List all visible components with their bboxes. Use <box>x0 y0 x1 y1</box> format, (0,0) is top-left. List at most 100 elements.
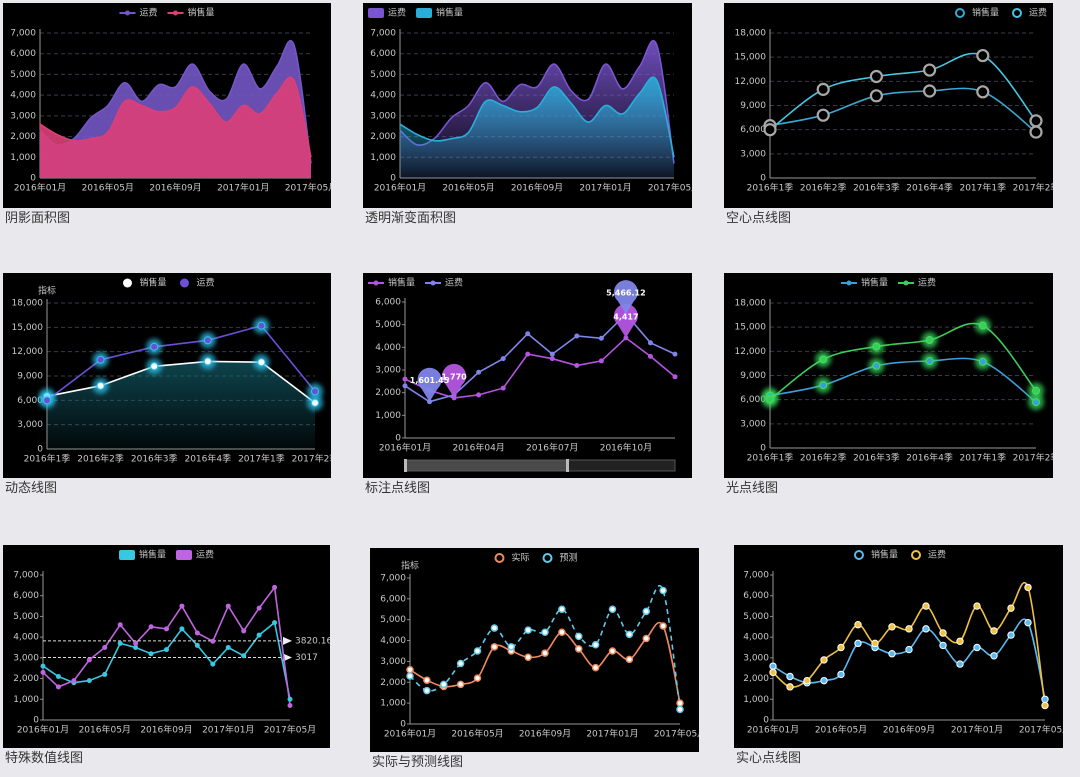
chart-caption: 标注点线图 <box>365 481 431 496</box>
marker <box>525 331 531 337</box>
marker <box>55 684 61 690</box>
marker <box>990 627 998 635</box>
pin-label: 1,770 <box>441 372 467 381</box>
marker <box>117 640 123 646</box>
y-tick-label: 3,000 <box>10 111 36 121</box>
x-tick-label: 2017年1季 <box>959 452 1006 464</box>
x-tick-label: 2017年01月 <box>586 728 638 740</box>
marker <box>473 647 482 655</box>
marker <box>803 676 811 685</box>
legend-label: 实际 <box>511 552 529 564</box>
x-tick-label: 2016年01月 <box>14 182 66 194</box>
y-tick-label: 3,000 <box>740 149 766 159</box>
marker <box>179 626 185 632</box>
marker <box>500 385 506 391</box>
marker <box>225 645 231 650</box>
marker <box>55 674 61 679</box>
marker <box>1024 618 1032 627</box>
marker <box>117 622 123 628</box>
marker <box>256 605 262 611</box>
chart-caption: 实际与预测线图 <box>372 755 464 770</box>
y-tick-label: 7,000 <box>13 571 39 581</box>
x-tick-label: 2016年09月 <box>511 182 563 194</box>
marker <box>872 361 881 370</box>
chart-caption: 阴影面积图 <box>5 211 71 226</box>
marker <box>939 629 947 637</box>
y-tick-label: 0 <box>390 174 396 184</box>
y-tick-label: 15,000 <box>12 323 44 333</box>
chart-caption: 实心点线图 <box>736 751 802 766</box>
y-tick-label: 7,000 <box>10 29 36 39</box>
x-tick-label: 2016年05月 <box>442 182 494 194</box>
line <box>42 621 291 700</box>
legend-label: 运费 <box>1029 7 1047 19</box>
legend-label: 运费 <box>928 549 946 561</box>
marker <box>311 398 319 407</box>
marker <box>956 660 964 668</box>
x-tick-label: 2016年05月 <box>82 182 134 194</box>
x-tick-label: 2016年3季 <box>853 182 900 194</box>
line <box>46 324 316 401</box>
y-tick-label: 6,000 <box>10 49 36 59</box>
legend: 运费 销售量 <box>119 7 215 19</box>
marker <box>574 362 580 368</box>
marker <box>769 662 777 670</box>
marker <box>922 625 930 633</box>
legend-icon <box>542 553 553 563</box>
y-tick-label: 2,000 <box>743 674 769 684</box>
marker <box>854 621 862 629</box>
x-tick-label: 2016年09月 <box>519 728 571 740</box>
marker <box>148 651 154 657</box>
legend: 销售量 运费 <box>853 549 946 561</box>
y-tick-label: 1,000 <box>10 153 36 163</box>
x-tick-label: 2017年05月 <box>264 724 316 736</box>
y-tick-label: 5,000 <box>743 612 769 622</box>
marker <box>1041 695 1049 703</box>
marker <box>869 89 883 103</box>
marker <box>925 357 934 365</box>
marker <box>676 699 684 707</box>
marker <box>476 369 482 375</box>
x-tick-label: 2017年2季 <box>292 453 331 465</box>
data-zoom-handle <box>404 459 407 472</box>
pin-label: 1,601.45 <box>410 376 450 385</box>
y-tick-label: 15,000 <box>735 323 767 333</box>
marker <box>150 342 159 351</box>
line <box>42 585 291 706</box>
x-tick-label: 2016年3季 <box>853 452 900 464</box>
area <box>47 361 315 449</box>
marker <box>625 630 634 639</box>
marker <box>86 657 92 663</box>
marker <box>888 650 896 658</box>
marker <box>905 625 913 633</box>
y-tick-label: 18,000 <box>735 29 767 39</box>
marker <box>672 351 678 357</box>
marker <box>1007 631 1015 639</box>
y-tick-label: 7,000 <box>743 571 769 581</box>
x-tick-label: 2017年2季 <box>1013 452 1053 464</box>
marker <box>923 63 937 77</box>
marker <box>203 357 212 366</box>
marker <box>905 645 913 654</box>
marker <box>406 666 414 674</box>
marker <box>133 645 139 650</box>
marker <box>96 355 105 364</box>
marker <box>549 351 555 357</box>
chart-caption: 空心点线图 <box>726 211 792 226</box>
legend-label: 销售量 <box>436 7 463 19</box>
marker <box>647 353 653 359</box>
legend-icon <box>176 550 192 560</box>
legend-icon <box>1011 8 1022 18</box>
y-tick-label: 3,000 <box>380 657 406 667</box>
marker <box>642 607 650 616</box>
marker <box>272 584 278 590</box>
legend-label: 运费 <box>388 7 406 19</box>
marker <box>819 355 828 364</box>
legend: 销售量 运费 <box>954 7 1047 19</box>
y-tick-label: 3,000 <box>743 653 769 663</box>
legend-label: 销售量 <box>861 277 888 289</box>
marker <box>524 626 532 634</box>
marker <box>549 356 555 362</box>
marker <box>939 641 947 650</box>
y-tick-label: 0 <box>395 434 401 444</box>
